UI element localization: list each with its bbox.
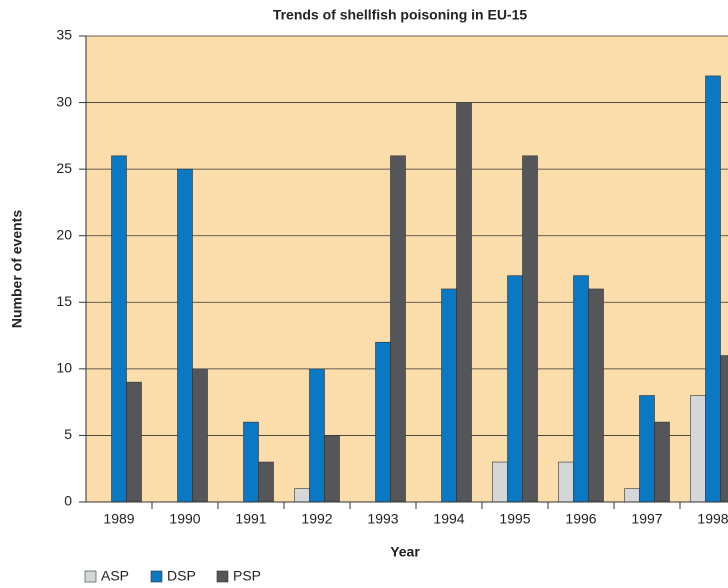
bar [258,461,274,503]
x-tick-label: 1992 [301,511,332,527]
bar [126,381,142,503]
bar [243,421,259,503]
bar [375,341,391,503]
bar [639,395,655,503]
legend-swatch [84,570,97,583]
x-tick-label: 1993 [367,511,398,527]
bar [309,368,325,503]
y-tick-label: 30 [56,93,72,109]
bar [624,488,640,503]
bar [441,288,457,503]
bar [192,368,208,503]
bar [507,275,523,503]
y-tick-label: 5 [64,426,72,442]
legend-label: DSP [167,568,196,584]
legend-label: PSP [233,568,261,584]
y-tick-label: 10 [56,360,72,376]
bar [588,288,604,503]
x-tick-label: 1994 [433,511,464,527]
y-tick-label: 35 [56,27,72,43]
legend-swatch [150,570,163,583]
bar [390,155,406,503]
chart-title: Trends of shellfish poisoning in EU-15 [273,7,528,23]
y-tick-label: 15 [56,293,72,309]
bar [456,102,472,503]
bar [492,461,508,503]
legend-label: ASP [101,568,129,584]
legend-swatch [216,570,229,583]
bar [324,435,340,503]
bar [654,421,670,503]
bar [690,395,706,503]
x-tick-label: 1998 [697,511,728,527]
x-tick-label: 1989 [103,511,134,527]
x-tick-label: 1997 [631,511,662,527]
y-axis-label: Number of events [9,210,25,328]
bar [177,168,193,503]
x-tick-label: 1990 [169,511,200,527]
bar [705,75,721,503]
y-tick-label: 0 [64,493,72,509]
x-axis-label: Year [390,544,420,560]
y-tick-label: 20 [56,226,72,242]
y-tick-label: 25 [56,160,72,176]
x-tick-label: 1991 [235,511,266,527]
bar [294,488,310,503]
bar [720,355,728,503]
x-tick-label: 1995 [499,511,530,527]
bar [558,461,574,503]
bar [573,275,589,503]
bar [522,155,538,503]
bar [111,155,127,503]
x-tick-label: 1996 [565,511,596,527]
